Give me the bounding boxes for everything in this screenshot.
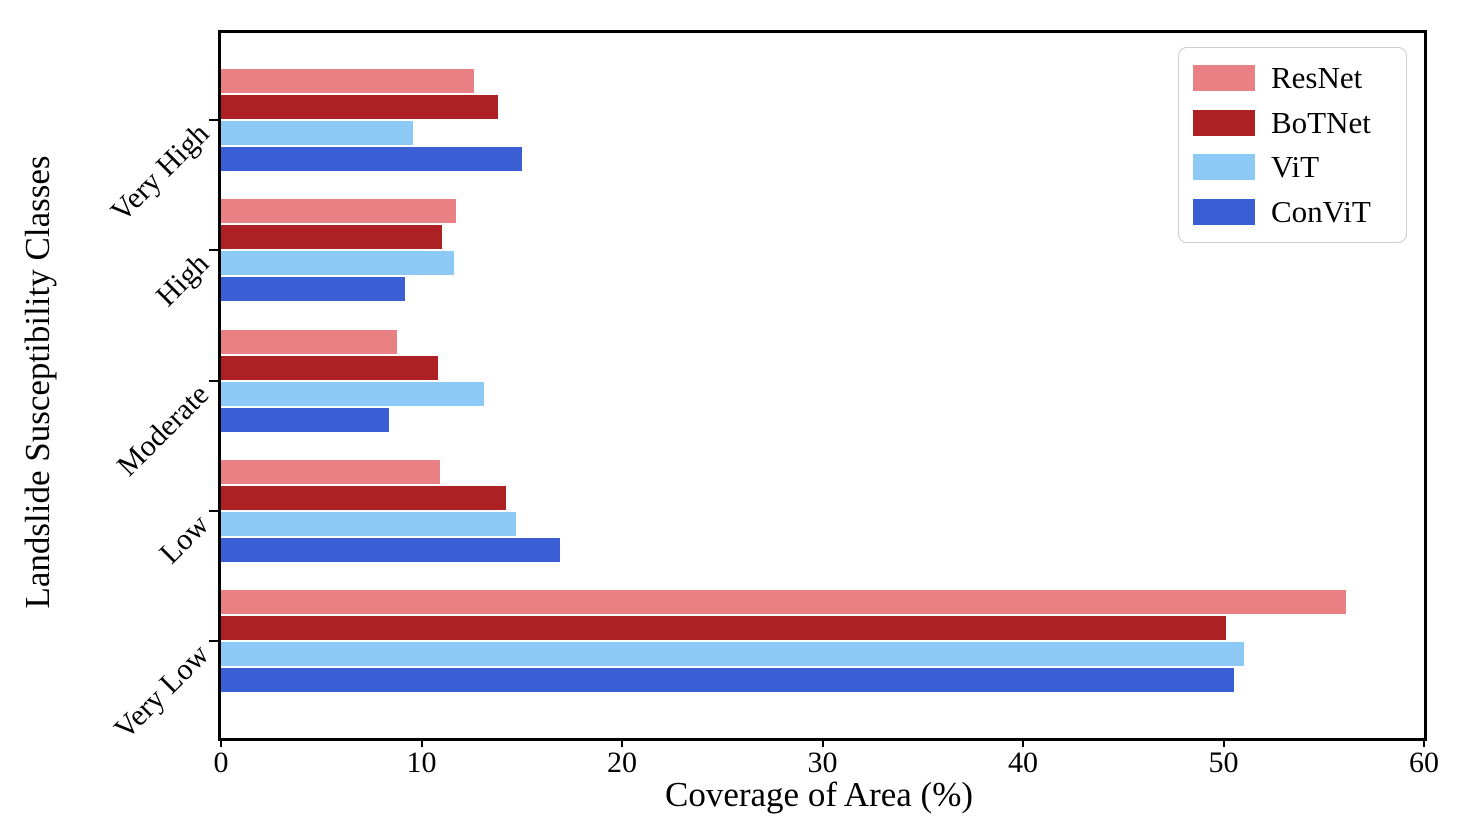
y-category-label-very-low: Very Low [107, 637, 216, 746]
y-axis-title: Landslide Susceptibility Classes [18, 155, 57, 609]
x-tick-50 [1222, 738, 1225, 747]
legend-item-resnet: ResNet [1193, 61, 1392, 95]
bar-vit-very-low [221, 642, 1244, 666]
bar-resnet-high [221, 199, 456, 224]
bar-convit-high [221, 277, 406, 302]
y-tick-high [209, 249, 218, 252]
legend-label-vit: ViT [1271, 149, 1320, 185]
bar-resnet-very-high [221, 69, 474, 93]
x-tick-label-40: 40 [1008, 746, 1038, 779]
bar-resnet-low [221, 459, 440, 484]
x-tick-20 [621, 738, 623, 747]
x-axis-title: Coverage of Area (%) [664, 775, 974, 814]
x-tick-40 [1022, 738, 1024, 747]
legend-label-botnet: BoTNet [1271, 104, 1371, 140]
y-category-label-very-high: Very High [104, 116, 216, 229]
bar-botnet-low [221, 485, 506, 510]
y-tick-very-low [209, 640, 218, 642]
bar-convit-very-high [221, 147, 522, 171]
bar-convit-very-low [221, 668, 1234, 692]
bar-botnet-moderate [221, 355, 438, 380]
bar-vit-moderate [221, 381, 484, 406]
bar-convit-low [221, 537, 560, 562]
legend-swatch-convit [1193, 198, 1255, 225]
bar-vit-high [221, 251, 454, 276]
x-tick-0 [220, 738, 222, 747]
x-tick-30 [821, 738, 824, 747]
legend-item-convit: ConViT [1193, 193, 1392, 229]
y-tick-very-high [209, 119, 218, 121]
x-tick-label-0: 0 [213, 746, 229, 779]
y-tick-low [209, 509, 218, 512]
bar-vit-very-high [221, 121, 414, 145]
x-tick-label-50: 50 [1208, 746, 1239, 779]
y-category-label-high: High [149, 247, 216, 313]
bar-resnet-moderate [221, 329, 398, 354]
legend-swatch-botnet [1193, 109, 1255, 136]
bar-botnet-very-low [221, 616, 1226, 640]
legend-item-vit: ViT [1193, 150, 1392, 184]
legend: ResNet BoTNet ViT ConViT [1178, 47, 1407, 243]
x-tick-60 [1423, 738, 1425, 747]
x-tick-10 [420, 738, 423, 747]
y-category-label-low: Low [153, 507, 216, 570]
legend-label-resnet: ResNet [1271, 60, 1363, 96]
bar-resnet-very-low [221, 590, 1346, 614]
bar-botnet-very-high [221, 95, 498, 119]
x-tick-label-20: 20 [607, 746, 637, 779]
legend-swatch-vit [1193, 154, 1255, 181]
bar-convit-moderate [221, 407, 390, 432]
bar-botnet-high [221, 225, 442, 250]
x-tick-label-60: 60 [1409, 746, 1439, 779]
legend-swatch-resnet [1193, 65, 1255, 92]
legend-label-convit: ConViT [1271, 193, 1371, 229]
legend-item-botnet: BoTNet [1193, 104, 1392, 140]
y-category-label-moderate: Moderate [110, 377, 216, 483]
y-tick-moderate [209, 379, 218, 382]
x-tick-label-10: 10 [406, 746, 437, 779]
x-tick-label-30: 30 [807, 746, 838, 779]
bar-vit-low [221, 511, 516, 536]
